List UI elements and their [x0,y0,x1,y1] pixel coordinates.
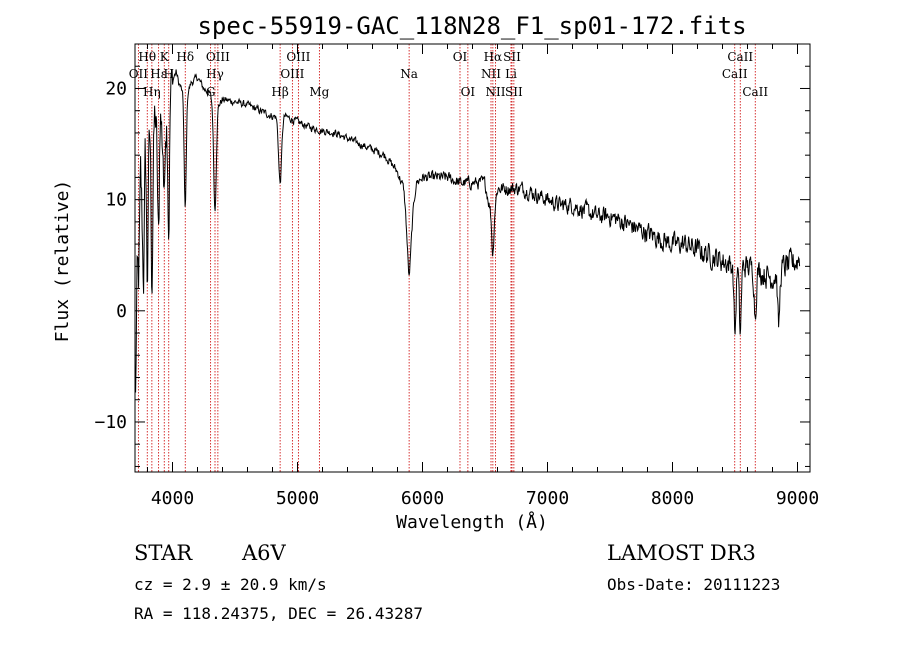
footer-info: STAR A6V LAMOST DR3 cz = 2.9 ± 20.9 km/s… [134,541,780,623]
spectral-line-label: K [160,50,170,64]
spectral-line-label: OIII [286,50,310,64]
x-tick-label: 9000 [776,488,819,509]
x-tick-label: 6000 [401,488,444,509]
spectral-line-label: H [164,67,174,81]
x-tick-label: 7000 [526,488,569,509]
spectral-line-label: Hα [484,50,503,64]
spectral-line-label: SII [503,50,521,64]
spectral-line-label: OI [461,85,476,99]
plot-frame [134,43,811,473]
x-tick-label: 5000 [276,488,319,509]
spectral-subclass: A6V [241,541,287,565]
object-class: STAR [134,541,193,565]
spectral-line-label: Hδ [176,50,194,64]
spectrum-line [135,69,801,393]
spectral-line-label: CaII [727,50,753,64]
x-axis-ticks: 4000 5000 6000 7000 8000 9000 [147,44,819,509]
coordinates: RA = 118.24375, DEC = 26.43287 [134,604,423,623]
spectral-line-label: Hβ [271,85,288,99]
y-tick-label: 10 [105,190,127,211]
survey-name: LAMOST DR3 [607,541,756,565]
spectral-line-label: CaII [722,67,748,81]
spectral-line-label: Li [505,67,517,81]
spectral-line-label: Hθ [138,50,156,64]
x-tick-label: 8000 [651,488,694,509]
spectral-line-label: Na [400,67,418,81]
spectral-line-label: OII [129,67,149,81]
spectral-line-label: SII [505,85,523,99]
spectral-line-label: NII [486,85,506,99]
spectral-line-label: Hη [143,85,161,99]
redshift-velocity: cz = 2.9 ± 20.9 km/s [134,575,327,594]
spectral-line-label: NII [481,67,501,81]
y-axis-label: Flux (relative) [52,180,73,343]
spectral-line-label: Hγ [206,67,224,81]
y-tick-label: 0 [116,301,127,322]
spectral-line-label: OIII [280,67,304,81]
spectral-line-label: Hε [150,67,167,81]
chart-title: spec-55919-GAC_118N28_F1_sp01-172.fits [197,12,746,40]
y-tick-label: −10 [94,412,127,433]
x-axis-label: Wavelength (Å) [396,511,548,533]
y-axis-ticks: −10 0 10 20 [94,43,810,467]
spectral-line-markers [137,44,756,472]
observation-date: Obs-Date: 20111223 [607,575,780,594]
x-tick-label: 4000 [151,488,194,509]
spectral-line-label: CaII [742,85,768,99]
spectral-line-label: OIII [206,50,230,64]
spectral-line-label: OI [453,50,468,64]
y-tick-label: 20 [105,78,127,99]
spectral-line-label: Mg [309,85,329,99]
